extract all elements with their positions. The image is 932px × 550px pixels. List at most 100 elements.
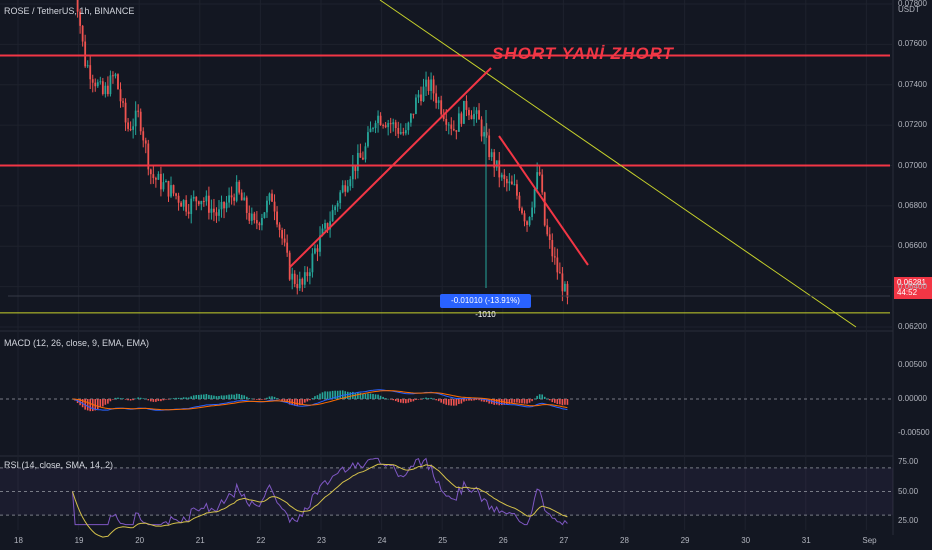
macd-histogram-bar xyxy=(473,399,475,401)
candle-body xyxy=(541,174,544,193)
macd-histogram-bar xyxy=(321,392,324,399)
macd-histogram-bar xyxy=(200,394,203,399)
macd-histogram-bar xyxy=(533,398,536,400)
rising-trendline[interactable] xyxy=(289,67,492,268)
candle-body xyxy=(271,193,273,202)
macd-histogram-bar xyxy=(215,396,218,399)
macd-histogram-bar xyxy=(359,392,362,399)
macd-histogram-bar xyxy=(334,390,336,399)
candle-body xyxy=(369,128,372,133)
macd-histogram-bar xyxy=(357,392,359,399)
candle-body xyxy=(122,101,124,103)
macd-histogram-bar xyxy=(480,399,483,402)
macd-histogram-bar xyxy=(293,399,296,406)
candle-body xyxy=(147,143,150,170)
falling-trendline[interactable] xyxy=(498,135,589,266)
candle-body xyxy=(485,132,488,136)
macd-histogram-bar xyxy=(94,399,97,411)
macd-histogram-bar xyxy=(240,394,243,399)
macd-histogram-bar xyxy=(114,397,117,399)
macd-histogram-bar xyxy=(349,392,352,399)
macd-histogram-bar xyxy=(362,393,364,399)
macd-histogram-bar xyxy=(518,399,521,404)
candle-body xyxy=(377,115,379,124)
candle-body xyxy=(197,201,200,205)
candle-body xyxy=(397,128,400,134)
downtrend-line[interactable] xyxy=(379,0,857,328)
macd-histogram-bar xyxy=(463,399,465,402)
candle-body xyxy=(303,272,306,285)
signal-line xyxy=(72,390,568,411)
candle-body xyxy=(447,124,450,126)
macd-histogram-bar xyxy=(364,393,367,399)
candle-body xyxy=(442,114,445,119)
candle-body xyxy=(356,152,359,171)
candle-body xyxy=(407,122,410,131)
candle-body xyxy=(450,124,453,129)
macd-histogram-bar xyxy=(182,397,185,399)
candle-body xyxy=(516,184,518,196)
candle-body xyxy=(291,273,294,280)
drawings[interactable] xyxy=(0,0,890,328)
candle-body xyxy=(508,181,511,184)
macd-histogram-bar xyxy=(190,396,193,399)
candle-body xyxy=(276,211,278,225)
candle-body xyxy=(546,225,549,235)
candles xyxy=(76,0,569,305)
macd-histogram-bar xyxy=(230,394,233,399)
candle-body xyxy=(404,130,407,134)
macd-histogram-bar xyxy=(99,399,102,408)
candle-body xyxy=(553,256,556,258)
candle-body xyxy=(76,0,79,12)
quote-currency: USDT xyxy=(898,5,920,14)
macd-histogram-bar xyxy=(516,399,518,403)
candle-body xyxy=(417,94,420,98)
candle-body xyxy=(490,152,493,158)
macd-histogram-bar xyxy=(245,396,248,399)
candle-body xyxy=(154,177,157,180)
macd-histogram-bar xyxy=(478,399,480,401)
macd-histogram-bar xyxy=(256,399,258,400)
macd-histogram-bar xyxy=(319,393,321,399)
candle-body xyxy=(91,79,94,83)
macd-histogram-bar xyxy=(417,399,420,400)
candle-body xyxy=(238,181,241,193)
candle-body xyxy=(215,212,218,216)
rsi-tick-label: 25.00 xyxy=(898,516,919,526)
macd-histogram-bar xyxy=(387,398,389,400)
time-tick-label: 22 xyxy=(256,536,266,545)
macd-histogram-bar xyxy=(397,399,400,403)
macd-histogram-bar xyxy=(410,399,412,402)
macd-histogram-bar xyxy=(144,398,147,400)
candle-body xyxy=(185,200,188,212)
measure-label[interactable]: -0.01010 (-13.91%) -1010 xyxy=(440,294,531,319)
annotation-text[interactable]: SHORT YANİ ZHORT xyxy=(492,44,674,63)
candle-body xyxy=(374,123,377,129)
candle-body xyxy=(384,125,387,128)
candle-body xyxy=(543,192,546,226)
macd-histogram-bar xyxy=(273,396,276,399)
candle-body xyxy=(106,85,109,95)
candle-body xyxy=(104,85,107,95)
candle-body xyxy=(142,131,145,141)
macd-histogram-bar xyxy=(511,399,513,404)
macd-histogram-bar xyxy=(286,399,288,403)
candle-body xyxy=(170,185,172,197)
candle-body xyxy=(182,200,185,207)
candle-body xyxy=(387,123,390,128)
macd-histogram-bar xyxy=(561,399,564,406)
candle-body xyxy=(420,94,422,102)
candle-body xyxy=(281,230,284,239)
macd-histogram-bar xyxy=(102,399,104,407)
candle-body xyxy=(248,212,251,221)
candle-body xyxy=(536,172,539,190)
macd-tick-label: 0.00500 xyxy=(898,360,927,369)
macd-histogram-bar xyxy=(253,399,256,400)
candle-body xyxy=(218,209,220,216)
candle-body xyxy=(207,195,210,213)
macd-histogram-bar xyxy=(548,399,551,401)
macd-histogram-bar xyxy=(309,399,311,401)
candle-body xyxy=(308,272,311,276)
candle-body xyxy=(162,182,165,190)
